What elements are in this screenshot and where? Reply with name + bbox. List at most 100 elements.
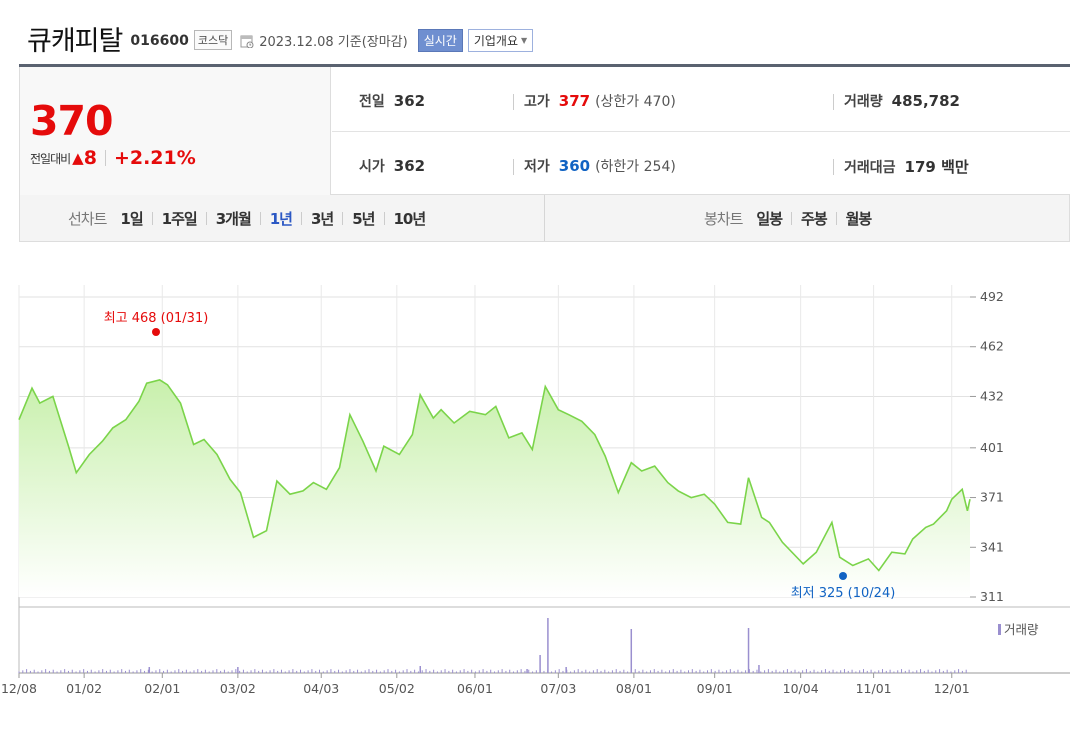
- stat-label: 고가: [524, 94, 550, 110]
- x-tick-label: 11/01: [856, 681, 892, 696]
- stat-low: 저가 360 (하한가 254): [524, 156, 676, 176]
- volume-legend-swatch: [998, 624, 1001, 635]
- x-tick-label: 09/01: [697, 681, 733, 696]
- x-tick-label: 01/02: [66, 681, 102, 696]
- divider: [383, 211, 385, 225]
- change-percent: +2.21%: [113, 147, 196, 169]
- x-tick-label: 07/03: [540, 681, 576, 696]
- divider: [342, 211, 344, 225]
- volume-bars: 거래량: [18, 618, 1039, 673]
- x-tick-label: 05/02: [379, 681, 415, 696]
- company-name[interactable]: 큐캐피탈: [27, 25, 123, 57]
- market-badge: 코스닥: [193, 30, 233, 50]
- y-tick-label: 371: [980, 490, 1004, 505]
- y-tick-label: 432: [980, 388, 1004, 403]
- stat-value: 485,782: [891, 92, 960, 110]
- max-label: 최고 468 (01/31): [104, 311, 209, 326]
- tab-line-5[interactable]: 5년: [352, 209, 375, 228]
- tab-candle-2[interactable]: 월봉: [845, 209, 873, 228]
- tab-line-6[interactable]: 10년: [393, 209, 427, 228]
- x-tick-label: 12/08: [1, 681, 37, 696]
- stat-prev-close: 전일 362: [359, 91, 425, 111]
- stat-label: 시가: [359, 159, 385, 175]
- annotations: 최고 468 (01/31) 최저 325 (10/24): [104, 311, 896, 601]
- up-arrow-icon: ▲: [72, 149, 84, 167]
- x-tick-label: 12/01: [934, 681, 970, 696]
- x-tick-label: 06/01: [457, 681, 493, 696]
- stat-label: 저가: [524, 159, 550, 175]
- chevron-down-icon: ▼: [521, 35, 528, 45]
- divider: [835, 211, 837, 225]
- stat-amount: 거래대금 179 백만: [844, 156, 969, 177]
- max-point-marker: [152, 328, 160, 336]
- price-panel: 370 전일대비 ▲ 8 +2.21%: [19, 67, 331, 195]
- volume-legend-label: 거래량: [1004, 622, 1039, 637]
- divider: [513, 159, 514, 175]
- calendar-icon: [240, 35, 254, 48]
- y-tick-label: 311: [980, 589, 1004, 604]
- stat-value: 362: [393, 92, 426, 110]
- tab-line-0[interactable]: 1일: [120, 209, 143, 228]
- price-area: [19, 379, 970, 597]
- stat-value: 360: [558, 157, 591, 175]
- stat-label: 거래량: [844, 94, 883, 110]
- company-info-label: 기업개요: [473, 33, 519, 48]
- stat-value: 179 백만: [904, 158, 969, 176]
- tab-line-4[interactable]: 3년: [311, 209, 334, 228]
- tab-line-2[interactable]: 3개월: [215, 209, 252, 228]
- stat-label: 전일: [359, 94, 385, 110]
- divider: [205, 211, 207, 225]
- min-label: 최저 325 (10/24): [791, 586, 896, 601]
- current-price: 370: [30, 97, 114, 145]
- y-tick-label: 341: [980, 539, 1004, 554]
- stat-label: 거래대금: [844, 160, 896, 176]
- x-tick-label: 10/04: [783, 681, 819, 696]
- price-line: [18, 379, 971, 572]
- x-tick-label: 03/02: [220, 681, 256, 696]
- change-label: 전일대비: [30, 151, 71, 166]
- stat-high: 고가 377 (상한가 470): [524, 91, 676, 111]
- tab-candle-1[interactable]: 주봉: [801, 209, 828, 228]
- x-tick-label: 08/01: [616, 681, 652, 696]
- company-info-dropdown[interactable]: 기업개요 ▼: [467, 28, 534, 52]
- min-point-marker: [839, 572, 847, 580]
- tab-line-3[interactable]: 1년: [269, 209, 293, 228]
- divider: [151, 211, 153, 225]
- as-of-date: 2023.12.08 기준(장마감): [259, 35, 408, 50]
- period-tab-bar: 선차트 1일 1주일 3개월 1년 3년 5년 10년 봉차트 일봉 주봉 월봉: [19, 195, 1070, 242]
- stat-value: 362: [393, 157, 426, 175]
- x-tick-label: 02/01: [144, 681, 180, 696]
- row-divider: [332, 131, 1070, 132]
- y-tick-label: 401: [980, 440, 1004, 455]
- tab-candle-0[interactable]: 일봉: [756, 209, 783, 228]
- candle-chart-label: 봉차트: [704, 209, 743, 228]
- y-axis-ticks: 492 462 432 401 371 341 311: [970, 289, 1004, 604]
- upper-limit: (상한가 470): [595, 94, 676, 110]
- change-line: 전일대비 ▲ 8 +2.21%: [30, 147, 196, 169]
- divider: [833, 159, 834, 175]
- lower-limit: (하한가 254): [595, 159, 676, 175]
- quote-summary: 370 전일대비 ▲ 8 +2.21% 전일 362 고가 377 (상한가 4…: [19, 64, 1070, 195]
- realtime-button[interactable]: 실시간: [417, 28, 463, 52]
- divider: [301, 211, 302, 225]
- y-tick-label: 492: [980, 289, 1004, 304]
- divider: [259, 211, 261, 225]
- divider: [513, 94, 514, 110]
- tab-line-1[interactable]: 1주일: [161, 209, 198, 228]
- stat-open: 시가 362: [359, 156, 425, 176]
- price-chart: 492 462 432 401 371 341 311 12/08 01/02 02/01 03/…: [1, 285, 1070, 696]
- divider: [833, 94, 834, 110]
- line-chart-tabs: 선차트 1일 1주일 3개월 1년 3년 5년 10년: [68, 195, 427, 241]
- stat-volume: 거래량 485,782: [844, 91, 960, 111]
- change-amount: 8: [83, 147, 97, 169]
- x-axis-ticks: 12/08 01/02 02/01 03/02 04/03 05/02 06/01 07/03…: [1, 673, 970, 696]
- candle-chart-tabs: 봉차트 일봉 주봉 월봉: [704, 195, 873, 241]
- divider: [791, 211, 793, 225]
- divider: [544, 195, 545, 241]
- x-tick-label: 04/03: [303, 681, 339, 696]
- divider: [104, 150, 106, 166]
- stock-header: 큐캐피탈 016600 코스닥 2023.12.08 기준(장마감) 실시간 기…: [27, 18, 534, 58]
- stat-value: 377: [558, 92, 591, 110]
- y-tick-label: 462: [980, 339, 1004, 354]
- stock-code: 016600: [130, 33, 189, 49]
